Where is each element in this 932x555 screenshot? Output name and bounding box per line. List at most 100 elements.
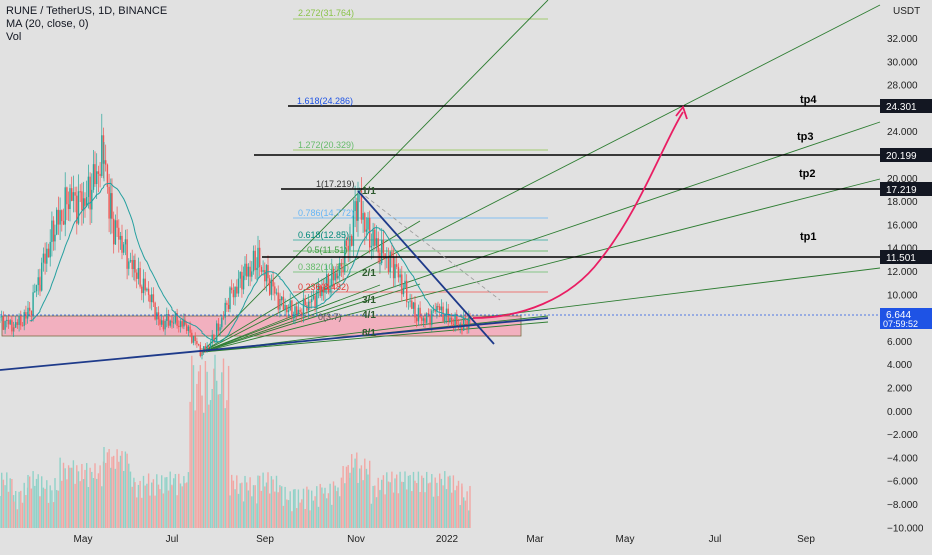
volume-bar	[221, 372, 223, 528]
fib-label-0.382: 0.382(10.17)	[298, 262, 349, 272]
volume-bar	[42, 487, 45, 528]
candle-body	[128, 261, 130, 269]
volume-bar	[54, 478, 56, 528]
candle-body	[449, 317, 451, 320]
candle-body	[56, 209, 58, 235]
x-tick-label: May	[74, 534, 93, 545]
volume-bar	[457, 480, 460, 528]
candle-body	[451, 317, 453, 325]
candle-body	[44, 253, 46, 264]
candle-body	[62, 221, 65, 225]
volume-bar	[173, 478, 175, 528]
x-axis[interactable]: May Jul Sep Nov 2022 Mar May Jul Sep	[74, 534, 816, 545]
candle-body	[332, 268, 335, 281]
x-tick-label: Jul	[166, 534, 179, 545]
volume-bar	[339, 496, 341, 528]
volume-bar	[101, 486, 103, 528]
candle-body	[234, 286, 236, 298]
candle-body	[167, 314, 170, 326]
volume-bar	[359, 468, 361, 528]
target-label-tp2: tp2	[799, 168, 816, 180]
candle-body	[269, 278, 271, 295]
candle-body	[149, 294, 151, 303]
candle-body	[99, 173, 101, 176]
candle-body	[404, 280, 406, 288]
volume-bar	[89, 467, 91, 528]
volume-bar	[306, 486, 308, 528]
candle-body	[324, 285, 326, 293]
candle-body	[26, 316, 29, 319]
volume-bar	[152, 479, 155, 528]
candle-body	[294, 306, 296, 317]
candle-body	[30, 310, 33, 316]
fib-label-0.786: 0.786(14.772)	[298, 208, 354, 218]
volume-bar	[134, 482, 136, 528]
candle-body	[204, 346, 207, 352]
trendlines	[0, 190, 549, 371]
dashed-projection	[359, 191, 501, 301]
volume-bar	[224, 408, 226, 528]
candle-body	[289, 300, 291, 311]
volume-bar	[360, 465, 363, 528]
volume-bar	[311, 490, 313, 528]
candle-body	[114, 220, 117, 245]
volume-bar	[25, 495, 27, 528]
candle-body	[81, 191, 83, 211]
volume-bar	[123, 470, 125, 528]
volume-bar	[421, 475, 423, 528]
candle-body	[382, 239, 385, 254]
candle-body	[301, 312, 303, 316]
volume-bar	[329, 483, 331, 528]
volume-bar	[214, 354, 216, 528]
volume-bar	[392, 492, 395, 528]
volume-bar	[324, 487, 326, 528]
volume-bar	[184, 483, 186, 528]
candle-body	[156, 312, 158, 320]
candle-body	[0, 316, 1, 318]
level-tag-17219: 17.219	[886, 185, 917, 196]
volume-bar	[201, 395, 203, 528]
candle-body	[392, 256, 395, 279]
candle-body	[282, 296, 285, 310]
volume-bar	[81, 463, 83, 528]
fan-ray-5	[201, 267, 881, 353]
chart-legend: RUNE / TetherUS, 1D, BINANCE MA (20, clo…	[6, 5, 167, 44]
volume-bar	[7, 491, 10, 528]
volume-bar	[374, 485, 376, 528]
candle-body	[302, 298, 305, 316]
volume-bar	[179, 483, 182, 528]
y-tick-label: 24.000	[887, 127, 918, 138]
candle-body	[427, 313, 430, 315]
volume-bar	[319, 483, 321, 528]
arrow-curve	[472, 111, 684, 319]
fan-label-8-1: 8/1	[362, 328, 376, 339]
volume-bar	[316, 486, 318, 528]
volume-bar	[52, 502, 55, 528]
volume-bar	[147, 473, 150, 528]
volume-bar	[257, 475, 259, 528]
candle-body	[424, 318, 426, 323]
candle-body	[237, 278, 240, 294]
candle-body	[247, 266, 250, 277]
y-tick-label: 16.000	[887, 220, 918, 231]
candle-body	[397, 266, 400, 278]
volume-bar	[219, 393, 221, 528]
volume-bar	[277, 492, 279, 528]
volume-bar	[79, 481, 81, 528]
candle-body	[131, 260, 133, 270]
volume-bar	[2, 479, 5, 528]
candle-body	[370, 245, 373, 248]
volume-bar	[242, 501, 245, 528]
candle-body	[101, 135, 103, 176]
candle-body	[394, 264, 396, 279]
volume-bar	[183, 476, 185, 528]
candle-body	[387, 256, 390, 273]
volume-bar	[166, 477, 168, 528]
y-axis[interactable]: USDT 32.00030.00028.00026.00024.00022.00…	[887, 6, 924, 534]
volume-bar	[345, 466, 348, 528]
volume-bar	[249, 477, 251, 528]
volume-bar	[186, 482, 188, 528]
volume-bar	[461, 486, 463, 528]
